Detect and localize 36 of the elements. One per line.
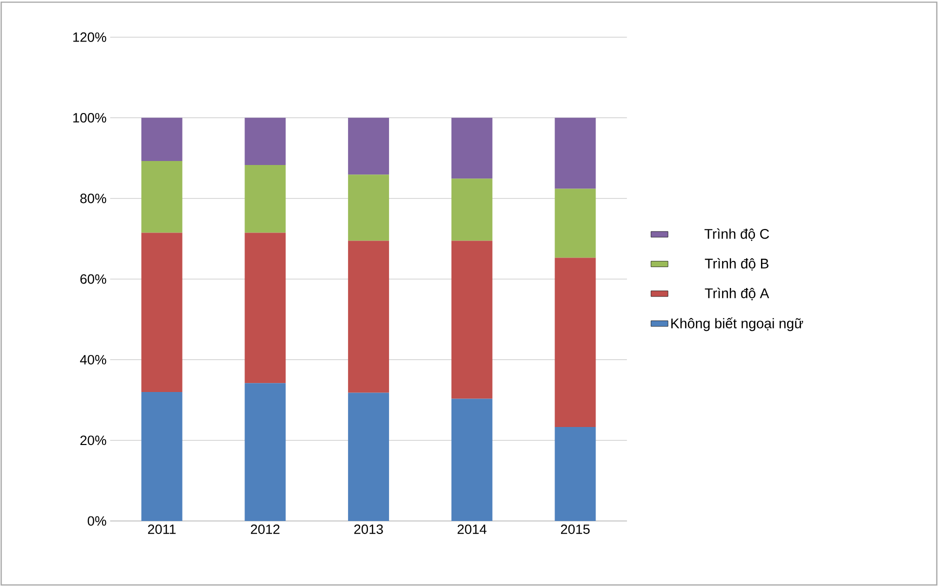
text: Trình độ C — [704, 228, 770, 241]
bar — [554, 118, 596, 189]
bar — [244, 118, 286, 165]
bar — [554, 258, 596, 427]
bar — [554, 426, 596, 521]
bar — [451, 118, 492, 179]
bar — [244, 232, 286, 384]
bar — [244, 164, 286, 233]
bar — [451, 178, 492, 241]
x-tick-label: 2011 — [148, 524, 176, 534]
bar — [141, 160, 182, 233]
bar — [554, 188, 596, 258]
x-tick-label: 2014 — [458, 524, 486, 534]
x-tick-label: 2012 — [250, 524, 280, 534]
bar — [244, 383, 286, 521]
bar — [141, 392, 182, 521]
y-tick-label: 80% — [80, 194, 106, 204]
text: Trình độ A — [704, 288, 770, 300]
legend-label: Không biết ngoại ngữ — [671, 317, 804, 332]
x-tick-label: 2015 — [560, 524, 590, 534]
y-tick-label: 100% — [73, 112, 106, 122]
y-tick-label: 120% — [73, 32, 106, 42]
y-tick-label: 60% — [80, 274, 106, 284]
y-tick-label: 20% — [80, 436, 106, 446]
bar — [141, 118, 182, 161]
x-tick-label: 2013 — [354, 524, 383, 534]
bar — [348, 174, 390, 241]
y-tick-label: 0% — [88, 516, 106, 526]
bar — [348, 118, 390, 175]
y-tick-label: 40% — [80, 354, 106, 364]
bar — [141, 232, 182, 392]
bar — [451, 398, 492, 521]
text: Trình độ B — [704, 258, 768, 270]
bar — [348, 392, 390, 521]
bar — [451, 240, 492, 399]
bar — [348, 240, 390, 393]
